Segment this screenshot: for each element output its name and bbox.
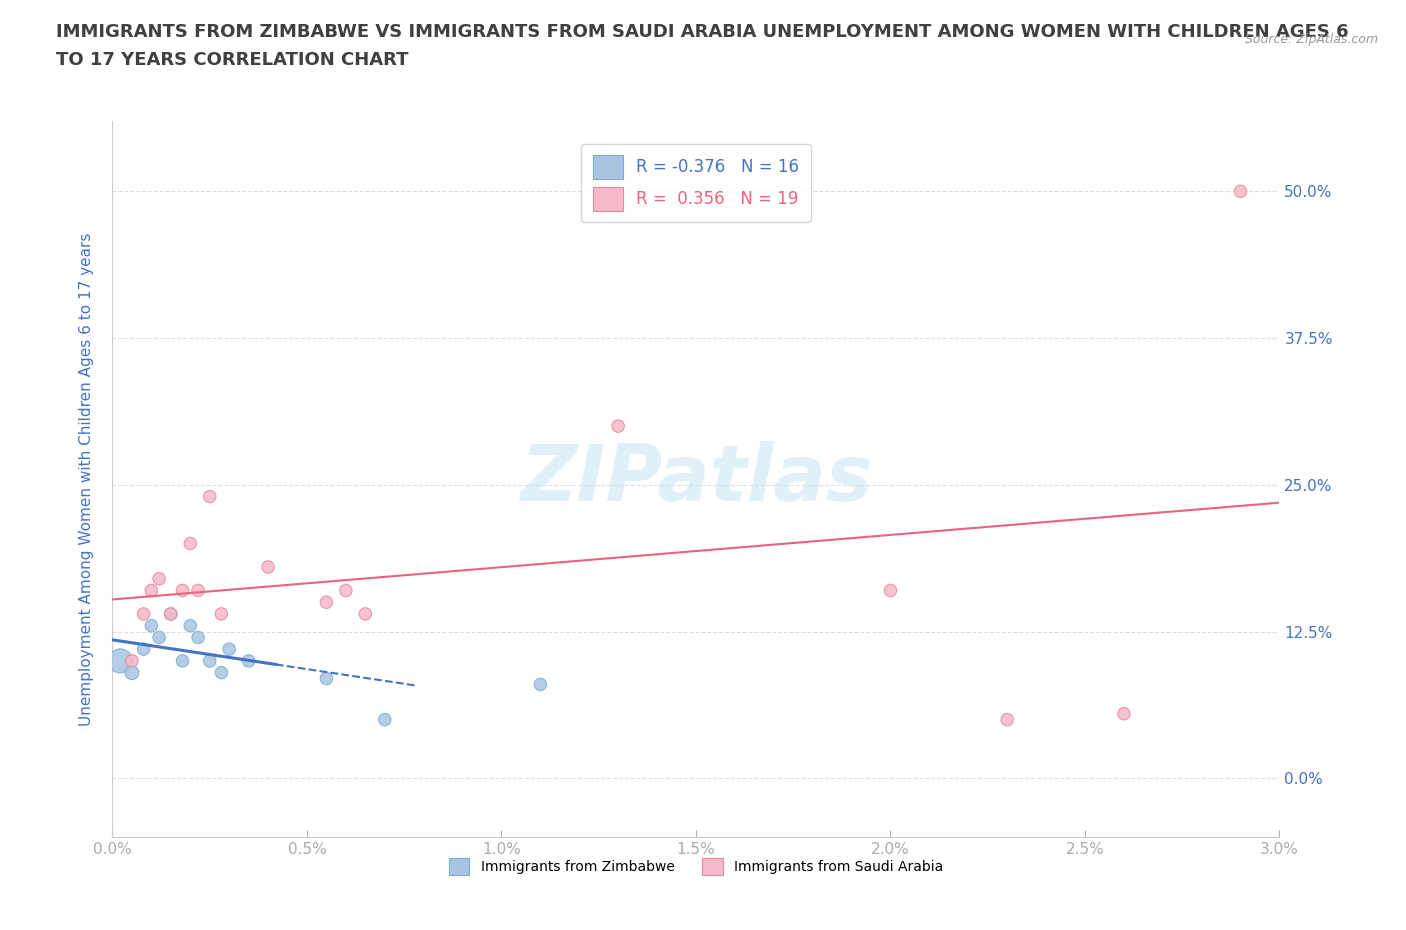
Point (187, 630, 209, 644)
Text: TO 17 YEARS CORRELATION CHART: TO 17 YEARS CORRELATION CHART (56, 51, 409, 69)
Point (374, 712, 396, 727)
Point (141, 618, 163, 633)
Point (198, 489, 221, 504)
Point (160, 606, 183, 621)
Point (132, 606, 155, 621)
Point (110, 654, 132, 669)
Point (209, 606, 232, 621)
Point (529, 677, 551, 692)
Point (879, 583, 901, 598)
Point (121, 665, 143, 680)
Legend: Immigrants from Zimbabwe, Immigrants from Saudi Arabia: Immigrants from Zimbabwe, Immigrants fro… (443, 852, 949, 880)
Y-axis label: Unemployment Among Women with Children Ages 6 to 17 years: Unemployment Among Women with Children A… (79, 232, 94, 725)
Point (172, 583, 194, 598)
Point (315, 671, 337, 686)
Text: IMMIGRANTS FROM ZIMBABWE VS IMMIGRANTS FROM SAUDI ARABIA UNEMPLOYMENT AMONG WOME: IMMIGRANTS FROM ZIMBABWE VS IMMIGRANTS F… (56, 23, 1348, 41)
Point (1112, 706, 1135, 721)
Point (1229, 184, 1251, 199)
Point (132, 642, 155, 657)
Point (315, 595, 337, 610)
Point (257, 560, 280, 575)
Point (148, 571, 170, 586)
Point (335, 583, 357, 598)
Point (607, 418, 630, 433)
Point (179, 536, 201, 551)
Point (218, 642, 240, 657)
Point (187, 583, 209, 598)
Point (995, 712, 1018, 727)
Point (172, 654, 194, 669)
Text: Source: ZipAtlas.com: Source: ZipAtlas.com (1244, 33, 1378, 46)
Point (198, 654, 221, 669)
Point (179, 618, 201, 633)
Point (209, 665, 232, 680)
Point (141, 583, 163, 598)
Text: ZIPatlas: ZIPatlas (520, 441, 872, 517)
Point (238, 654, 260, 669)
Point (148, 630, 170, 644)
Point (121, 654, 143, 669)
Point (354, 606, 377, 621)
Point (160, 606, 183, 621)
